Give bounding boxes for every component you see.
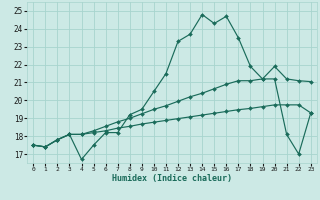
X-axis label: Humidex (Indice chaleur): Humidex (Indice chaleur) — [112, 174, 232, 183]
